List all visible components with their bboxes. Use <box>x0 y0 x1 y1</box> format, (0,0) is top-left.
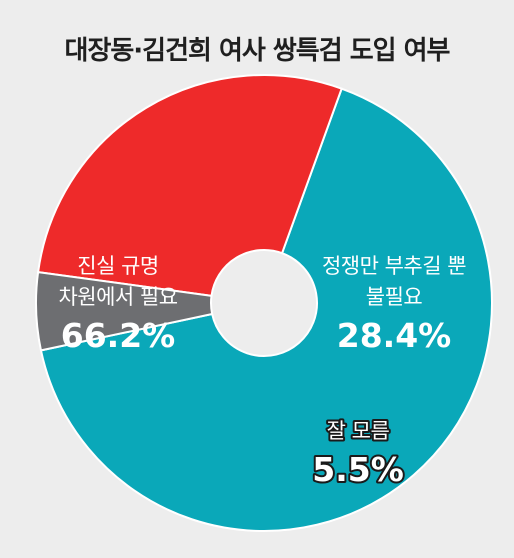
slice-2-label-line-2: 불필요 <box>366 285 423 309</box>
pie-slice-2 <box>36 74 343 297</box>
pie-slice-1 <box>39 87 493 532</box>
slice-1-label-line-1: 진실 규명 <box>77 254 158 278</box>
chart-title: 대장동·김건희 여사 쌍특검 도입 여부 <box>64 36 451 66</box>
slice-1-value-label: 66.2% <box>61 316 176 355</box>
slice-1-label-line-2: 차원에서 필요 <box>58 285 177 309</box>
slice-2-value-label: 28.4% <box>337 316 452 355</box>
pie-slice-3 <box>35 271 214 352</box>
slice-2-label-line-1: 정쟁만 부추길 뿐 <box>322 254 466 278</box>
slice-3-label-line-1: 잘 모름 <box>327 419 390 443</box>
slice-3-value-label: 5.5% <box>312 450 404 489</box>
